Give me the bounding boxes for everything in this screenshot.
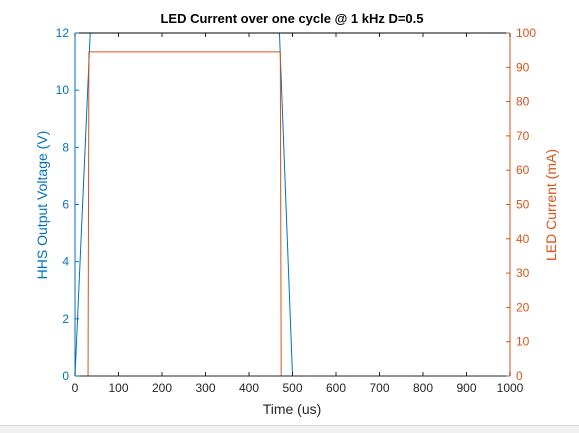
voltage-line [74, 32, 510, 377]
right-y-tick-label: 60 [516, 163, 530, 177]
x-tick-label: 900 [456, 381, 476, 395]
left-y-tick-label: 10 [56, 83, 70, 97]
right-y-tick-label: 40 [516, 232, 530, 246]
left-y-axis-label: HHS Output Voltage (V) [34, 131, 50, 280]
x-tick-label: 500 [282, 381, 302, 395]
right-y-tick-label: 50 [516, 198, 530, 212]
left-y-tick-label: 0 [62, 369, 69, 383]
x-tick-label: 400 [239, 381, 259, 395]
left-y-tick-label: 8 [62, 140, 69, 154]
right-y-tick-label: 0 [516, 369, 523, 383]
x-tick-label: 700 [369, 381, 389, 395]
axes-layer: 0 100 200 300 400 500 600 700 800 900 100002468101… [56, 26, 537, 395]
current-line [75, 51, 510, 377]
right-y-tick-label: 70 [516, 129, 530, 143]
x-tick-label: 1000 [497, 381, 524, 395]
right-y-tick-label: 80 [516, 95, 530, 109]
chart-title: LED Current over one cycle @ 1 kHz D=0.5 [160, 11, 423, 26]
left-y-tick-label: 12 [56, 26, 70, 40]
right-y-tick-label: 30 [516, 266, 530, 280]
left-y-tick-label: 2 [62, 312, 69, 326]
x-tick-label: 300 [195, 381, 215, 395]
x-tick-label: 800 [413, 381, 433, 395]
right-y-tick-label: 20 [516, 300, 530, 314]
left-y-tick-label: 4 [62, 255, 69, 269]
figure-bottom-strip [0, 425, 579, 433]
x-tick-label: 100 [108, 381, 128, 395]
x-tick-label: 200 [152, 381, 172, 395]
left-y-tick-label: 6 [62, 198, 69, 212]
right-y-tick-label: 90 [516, 60, 530, 74]
x-tick-label: 600 [326, 381, 346, 395]
x-axis-label: Time (us) [263, 401, 322, 417]
right-y-axis-label: LED Current (mA) [543, 149, 559, 261]
series-layer [74, 32, 510, 377]
right-y-tick-label: 100 [516, 26, 536, 40]
x-tick-label: 0 [72, 381, 79, 395]
right-y-tick-label: 10 [516, 335, 530, 349]
